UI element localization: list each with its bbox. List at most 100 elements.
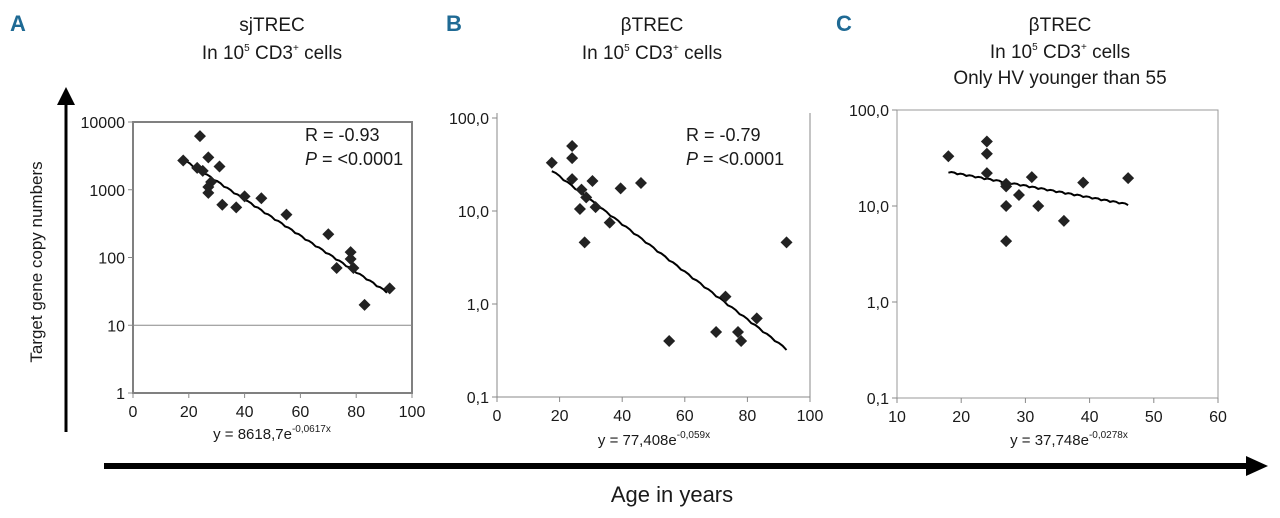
shared-y-label: Target gene copy numbers — [27, 161, 46, 362]
panel-c-y-tick-label: 10,0 — [858, 199, 889, 216]
panel-b-p-value: P = <0.0001 — [686, 149, 784, 169]
panel-c-plot-frame — [896, 109, 1219, 399]
panel-a-data-point — [330, 261, 343, 274]
panel-c-data-point — [1000, 235, 1013, 248]
panel-b-data-point — [566, 173, 579, 186]
panel-a-data-point — [344, 246, 357, 259]
panel-a-title-line2: In 105 CD3+ cells — [202, 43, 342, 64]
panel-b-data-point — [603, 216, 616, 229]
panel-b-x-tick-label: 100 — [797, 408, 824, 425]
panel-a-x-tick-label: 80 — [347, 404, 365, 421]
panel-c-title-line3: Only HV younger than 55 — [953, 68, 1166, 89]
panel-b: B βTREC In 105 CD3+ cells 0,1 1,0 10,0 100,… — [446, 11, 823, 449]
panel-b-y-ticks: 0,1 1,0 10,0 100,0 — [449, 111, 497, 407]
panel-c-data-point — [980, 147, 993, 160]
panel-a-y-tick-label: 10000 — [81, 115, 126, 132]
panel-c-y-ticks: 0,1 1,0 10,0 100,0 — [849, 103, 897, 408]
panel-b-title-line2: In 105 CD3+ cells — [582, 43, 722, 64]
panel-a-x-tick-label: 20 — [180, 404, 198, 421]
panel-c-data-point — [1000, 180, 1013, 193]
panel-a-y-tick-label: 1000 — [89, 183, 125, 200]
panel-a-data-point — [196, 164, 209, 177]
panel-a-data-point — [358, 298, 371, 311]
panel-b-x-tick-label: 20 — [551, 408, 569, 425]
panel-c-x-tick-label: 10 — [888, 409, 906, 426]
panel-b-data-point — [710, 325, 723, 338]
shared-x-arrowhead — [1246, 456, 1268, 476]
shared-x-label: Age in years — [611, 482, 733, 507]
panel-a-x-tick-label: 40 — [236, 404, 254, 421]
panel-c-points — [942, 135, 1135, 248]
panel-a-data-point — [202, 151, 215, 164]
panel-a-data-point — [347, 261, 360, 274]
panel-a-data-point — [230, 201, 243, 214]
panel-b-data-point — [780, 236, 793, 249]
panel-a-x-ticks: 0 20 40 60 80 100 — [129, 393, 426, 421]
panel-a-data-point — [344, 253, 357, 266]
panel-letter-a: A — [10, 11, 26, 36]
panel-b-data-point — [578, 236, 591, 249]
panel-a-data-point — [322, 228, 335, 241]
panel-b-data-point — [566, 139, 579, 152]
panel-c-equation: y = 37,748e-0,0278x — [1010, 430, 1128, 449]
panel-a-p-value: P = <0.0001 — [305, 149, 403, 169]
panel-c-data-point — [942, 150, 955, 163]
panel-b-data-point — [545, 156, 558, 169]
panel-b-x-ticks: 0 20 40 60 80 100 — [493, 397, 824, 425]
panel-b-y-tick-label: 0,1 — [467, 390, 489, 407]
panel-a-data-point — [177, 154, 190, 167]
panel-a-y-tick-label: 100 — [98, 251, 125, 268]
panel-c-data-point — [1077, 176, 1090, 189]
panel-c-data-point — [1012, 189, 1025, 202]
panel-b-data-point — [719, 290, 732, 303]
panel-a-data-point — [383, 282, 396, 295]
panel-b-data-point — [586, 175, 599, 188]
panel-a-x-tick-label: 60 — [292, 404, 310, 421]
panel-c-data-point — [980, 135, 993, 148]
panel-c-trendline — [948, 170, 1129, 206]
panel-b-data-point — [735, 335, 748, 348]
panel-c-title-line1: βTREC — [1029, 15, 1092, 36]
panel-b-data-point — [580, 191, 593, 204]
panel-b-x-tick-label: 80 — [739, 408, 757, 425]
panel-c-data-point — [1000, 200, 1013, 212]
panel-letter-c: C — [836, 11, 852, 36]
panel-c-x-ticks: 10 20 30 40 50 60 — [888, 398, 1227, 426]
panel-c-x-tick-label: 50 — [1145, 409, 1163, 426]
panel-b-equation: y = 77,408e-0,059x — [598, 430, 710, 449]
panel-a-y-tick-label: 10 — [107, 318, 125, 335]
panel-c-x-tick-label: 30 — [1017, 409, 1035, 426]
panel-b-y-tick-label: 10,0 — [458, 204, 489, 221]
panel-b-data-point — [663, 335, 676, 348]
panel-a-data-point — [213, 160, 226, 173]
panel-b-x-tick-label: 0 — [493, 408, 502, 425]
panel-b-data-point — [589, 201, 602, 214]
panel-c-trend-line — [948, 170, 1129, 206]
panel-c-x-tick-label: 60 — [1209, 409, 1227, 426]
panel-b-data-point — [573, 203, 586, 216]
panel-b-x-tick-label: 40 — [613, 408, 631, 425]
panel-b-points — [545, 139, 793, 348]
panel-b-y-tick-label: 100,0 — [449, 111, 489, 128]
panel-a-x-tick-label: 100 — [399, 404, 426, 421]
panel-a-r-value: R = -0.93 — [305, 125, 380, 145]
panel-c-data-point — [1025, 171, 1038, 184]
panel-c-y-tick-label: 1,0 — [867, 295, 889, 312]
panel-c-data-point — [980, 167, 993, 180]
panel-c-y-tick-label: 0,1 — [867, 391, 889, 408]
panel-c-data-point — [1057, 214, 1070, 227]
panel-b-trendline — [551, 170, 788, 351]
panel-a-title-line1: sjTREC — [239, 15, 304, 36]
panel-b-data-point — [575, 183, 588, 196]
panel-letter-b: B — [446, 11, 462, 36]
panel-a-data-point — [255, 192, 268, 205]
panel-b-data-point — [750, 312, 763, 325]
panel-a-data-point — [193, 130, 206, 143]
panel-c-x-tick-label: 40 — [1081, 409, 1099, 426]
panel-a-y-ticks: 1 10 100 1000 10000 — [81, 115, 133, 403]
panel-b-data-point — [566, 152, 579, 165]
panel-a-data-point — [238, 190, 251, 203]
panel-a-data-point — [216, 198, 229, 211]
panel-a-points — [177, 130, 396, 311]
